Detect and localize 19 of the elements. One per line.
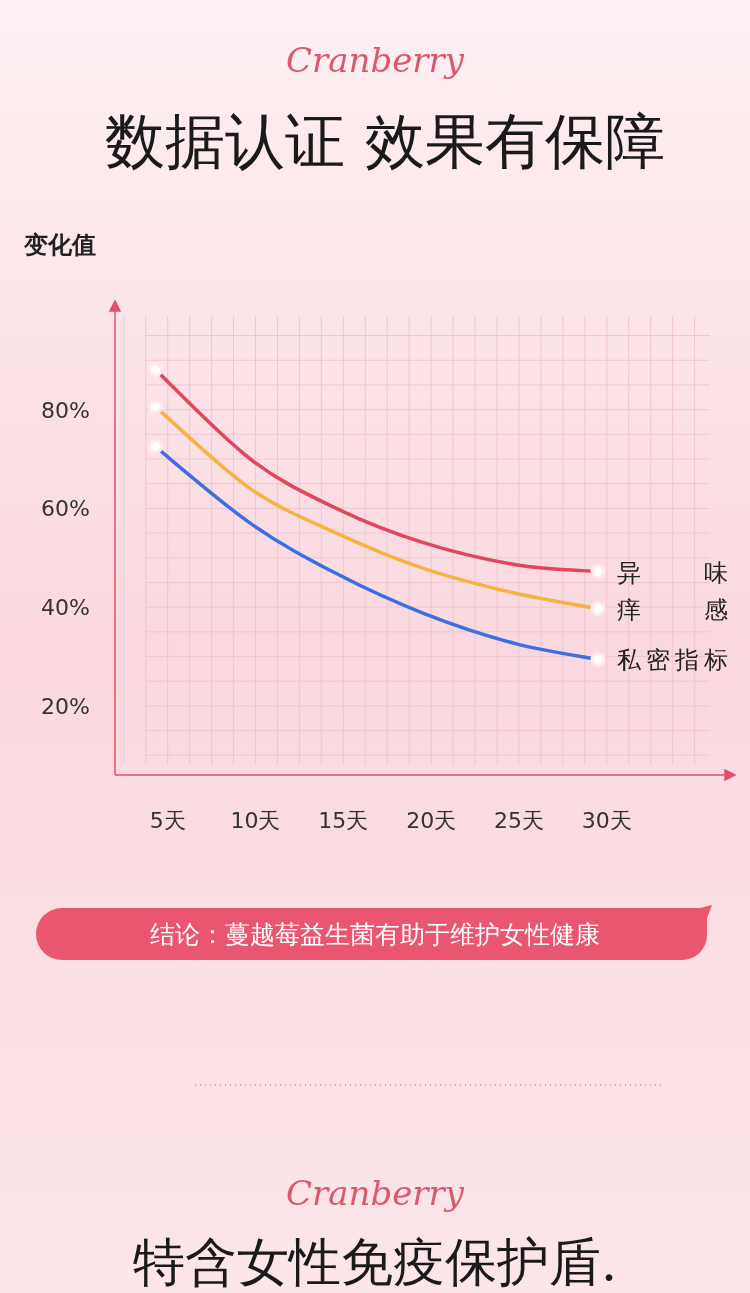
x-tick-label: 25天 — [493, 808, 544, 833]
chart-subtitle: Cranberry — [285, 40, 465, 80]
y-tick-label: 40% — [41, 595, 90, 621]
y-tick-label: 20% — [41, 693, 90, 719]
series-label: 异味 — [617, 558, 728, 587]
y-axis-title: 变化值 — [23, 231, 96, 259]
y-tick-label: 60% — [41, 496, 90, 522]
chart-title: 数据认证 效果有保障 — [105, 106, 665, 176]
y-tick-label: 80% — [41, 397, 90, 423]
x-tick-label: 20天 — [406, 808, 457, 833]
text: 特含女性免疫保护盾. — [132, 1232, 618, 1292]
text: Cranberry — [285, 1173, 465, 1213]
x-tick-label: 5天 — [149, 808, 186, 833]
series-label: 痒感 — [617, 595, 728, 624]
x-tick-label: 10天 — [230, 808, 281, 833]
x-tick-label: 15天 — [318, 808, 369, 833]
x-tick-label: 30天 — [581, 808, 632, 833]
text: 结论：蔓越莓益生菌有助于维护女性健康 — [150, 920, 600, 949]
series-label: 私密指标 — [617, 646, 728, 675]
